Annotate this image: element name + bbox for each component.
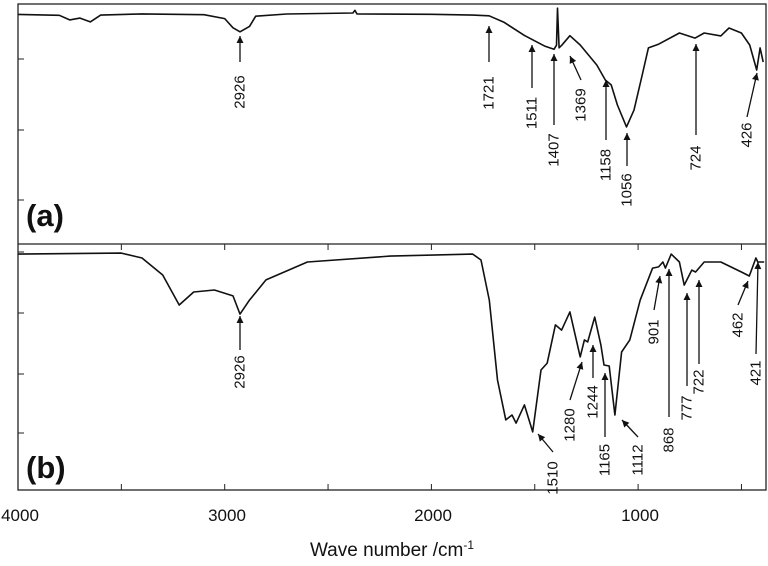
peak-arrow-head bbox=[589, 345, 597, 352]
peak-label: 1244 bbox=[585, 385, 602, 418]
peak-label: 724 bbox=[688, 145, 705, 170]
peak-arrow-head bbox=[683, 293, 691, 300]
x-tick-label: 3000 bbox=[208, 506, 246, 525]
x-tick-labels: 4000 3000 2000 1000 bbox=[1, 506, 659, 525]
peak-arrow-head bbox=[623, 133, 631, 140]
peak-arrow-head bbox=[485, 26, 493, 33]
peak-label: 901 bbox=[646, 319, 663, 344]
peak-label: 1280 bbox=[562, 408, 579, 441]
peak-arrow-head bbox=[550, 54, 558, 61]
panel-b-label: (b) bbox=[26, 450, 66, 485]
peak-label: 426 bbox=[739, 122, 756, 147]
peak-label: 1112 bbox=[630, 444, 647, 475]
x-tick-label: 4000 bbox=[1, 506, 39, 525]
peak-arrow-head bbox=[742, 281, 749, 289]
peak-label: 1510 bbox=[545, 461, 562, 494]
plot-frame bbox=[17, 3, 767, 491]
x-axis-title: Wave number /cm-1 bbox=[310, 538, 474, 561]
peak-arrow-line bbox=[746, 72, 758, 118]
peak-label: 1369 bbox=[573, 88, 590, 121]
x-tick-label: 1000 bbox=[621, 506, 659, 525]
peak-label: 2926 bbox=[232, 75, 249, 108]
peak-label: 868 bbox=[661, 427, 678, 452]
x-axis-title-sup: -1 bbox=[463, 538, 474, 552]
peak-arrow-head bbox=[752, 73, 759, 81]
peak-arrow-head bbox=[576, 362, 584, 370]
peak-arrow-head bbox=[695, 280, 703, 287]
peak-arrow-head bbox=[655, 276, 663, 284]
peak-label: 722 bbox=[691, 369, 708, 394]
peak-arrow-head bbox=[538, 434, 546, 442]
peak-label: 1721 bbox=[481, 76, 498, 109]
spectrum-line-b bbox=[17, 252, 765, 433]
peak-arrow-head bbox=[692, 44, 700, 51]
peak-label: 1165 bbox=[597, 444, 614, 476]
spectrum-line-a bbox=[17, 7, 764, 128]
peak-label: 1407 bbox=[546, 133, 563, 166]
peak-arrow-head bbox=[622, 420, 630, 428]
peak-label: 462 bbox=[730, 312, 747, 337]
peak-arrow-head bbox=[602, 80, 610, 87]
peak-label: 421 bbox=[748, 360, 765, 385]
peak-label: 1158 bbox=[598, 149, 615, 181]
peak-arrow-head bbox=[569, 56, 577, 64]
peak-arrow-head bbox=[754, 262, 762, 270]
peak-arrow-head bbox=[665, 269, 673, 276]
x-tick-label: 2000 bbox=[414, 506, 452, 525]
peak-label: 777 bbox=[679, 395, 696, 420]
peak-arrow-head bbox=[601, 373, 609, 380]
x-axis-title-text: Wave number /cm bbox=[310, 540, 463, 561]
peak-arrow-head bbox=[528, 45, 536, 52]
panel-a-label: (a) bbox=[26, 198, 64, 233]
peak-arrow-line bbox=[755, 261, 759, 355]
peak-label: 1056 bbox=[619, 173, 636, 206]
peak-arrow-head bbox=[236, 36, 244, 43]
peak-arrow-head bbox=[236, 316, 244, 323]
peak-label: 1511 bbox=[524, 97, 541, 129]
peak-label: 2926 bbox=[232, 355, 249, 388]
